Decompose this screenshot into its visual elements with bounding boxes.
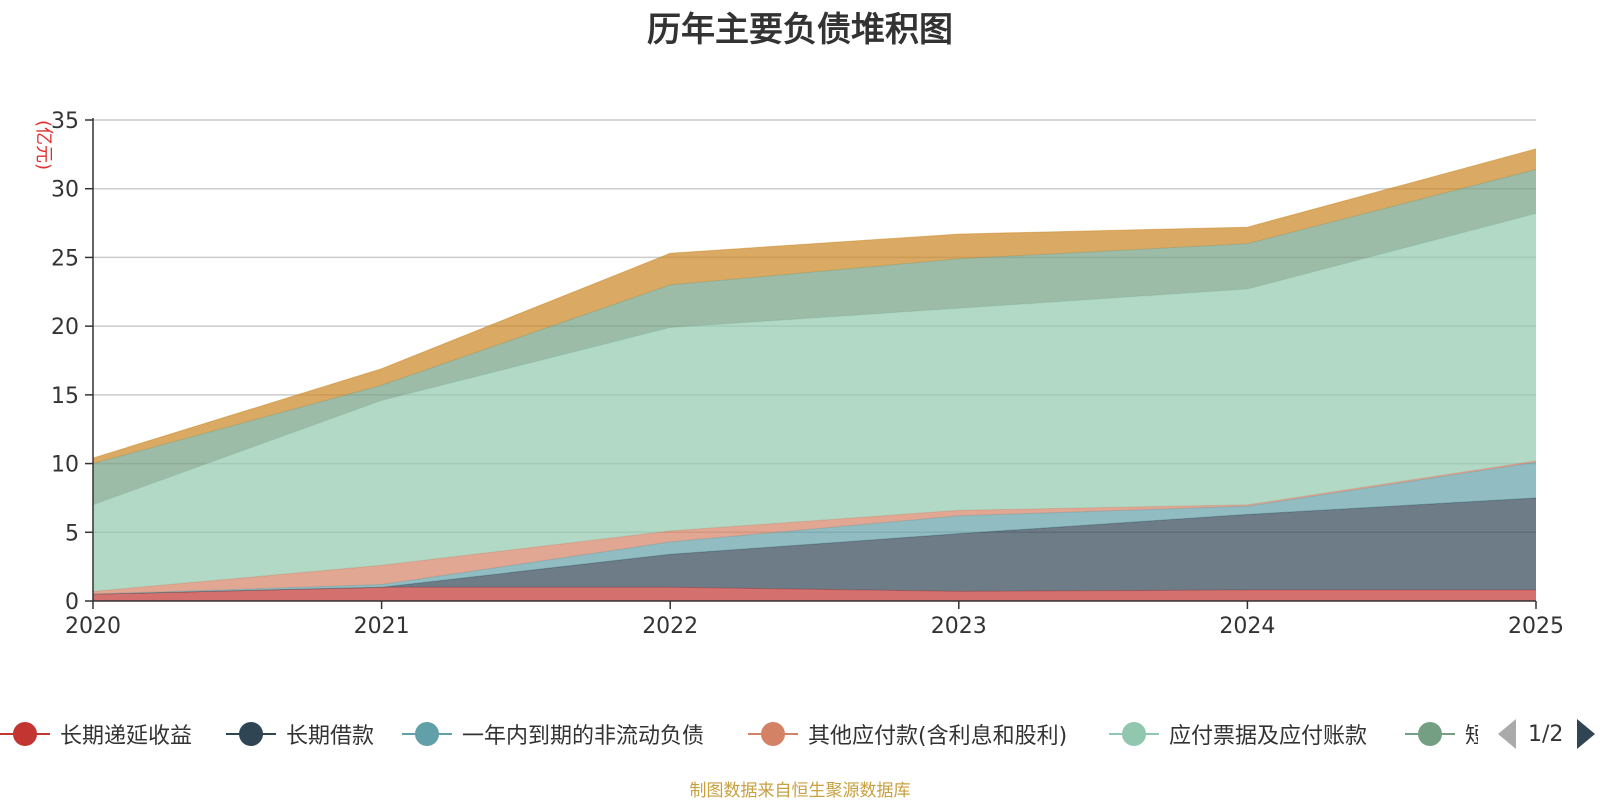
x-tick-label: 2020 <box>65 614 121 639</box>
area-series-3[interactable] <box>93 460 1536 595</box>
legend-label: 一年内到期的非流动负债 <box>462 724 705 749</box>
legend-item-4[interactable]: 应付票据及应付账款 <box>1109 714 1367 754</box>
stacked-areas <box>92 148 1537 601</box>
legend-item-0[interactable]: 长期递延收益 <box>0 714 192 754</box>
y-tick-label: 20 <box>51 315 79 340</box>
legend-label: 应付票据及应付账款 <box>1169 724 1368 749</box>
x-tick-label: 2021 <box>354 614 410 639</box>
legend-pager: 1/2 <box>1498 714 1596 754</box>
x-tick-label: 2022 <box>642 614 698 639</box>
legend-label: 短期借款 <box>1465 724 1478 749</box>
area-series-1[interactable] <box>93 497 1536 595</box>
legend-page-indicator: 1/2 <box>1528 721 1564 747</box>
legend: 长期递延收益 长期借款 一年内到期的非流动负债 其他应付款(含利息和股利) 应付票据及应… <box>0 714 1600 754</box>
legend-marker-icon <box>1405 719 1455 749</box>
legend-label: 其他应付款(含利息和股利) <box>808 724 1068 749</box>
legend-marker-icon <box>1109 719 1159 749</box>
area-series-edge-6 <box>92 148 1537 459</box>
y-axis-label: (亿元) <box>33 120 54 170</box>
legend-item-2[interactable]: 一年内到期的非流动负债 <box>402 714 704 754</box>
legend-label: 长期借款 <box>286 724 375 749</box>
y-tick-label: 35 <box>51 109 79 134</box>
y-tick-label: 15 <box>51 384 79 409</box>
y-tick-label: 5 <box>65 521 79 546</box>
legend-prev-page-icon[interactable] <box>1498 719 1516 749</box>
legend-marker-icon <box>226 719 276 749</box>
source-note: 制图数据来自恒生聚源数据库 <box>689 781 911 801</box>
legend-label: 长期递延收益 <box>60 724 193 749</box>
chart-title: 历年主要负债堆积图 <box>647 10 953 50</box>
legend-item-1[interactable]: 长期借款 <box>226 714 374 754</box>
legend-marker-icon <box>402 719 452 749</box>
legend-item-5[interactable]: 短期借款 <box>1405 714 1478 754</box>
x-tick-label: 2025 <box>1508 614 1564 639</box>
x-tick-label: 2023 <box>931 614 987 639</box>
y-tick-label: 30 <box>51 178 79 203</box>
y-tick-label: 0 <box>65 590 79 615</box>
area-series-4[interactable] <box>93 213 1536 592</box>
area-series-5[interactable] <box>93 169 1536 505</box>
y-tick-label: 10 <box>51 453 79 478</box>
legend-next-page-icon[interactable] <box>1577 719 1596 749</box>
legend-item-3[interactable]: 其他应付款(含利息和股利) <box>748 714 1067 754</box>
x-tick-label: 2024 <box>1219 614 1275 639</box>
legend-items: 长期递延收益 长期借款 一年内到期的非流动负债 其他应付款(含利息和股利) 应付票据及应… <box>0 714 1478 754</box>
y-tick-label: 25 <box>51 246 79 271</box>
legend-marker-icon <box>748 719 798 749</box>
legend-marker-icon <box>0 719 50 749</box>
